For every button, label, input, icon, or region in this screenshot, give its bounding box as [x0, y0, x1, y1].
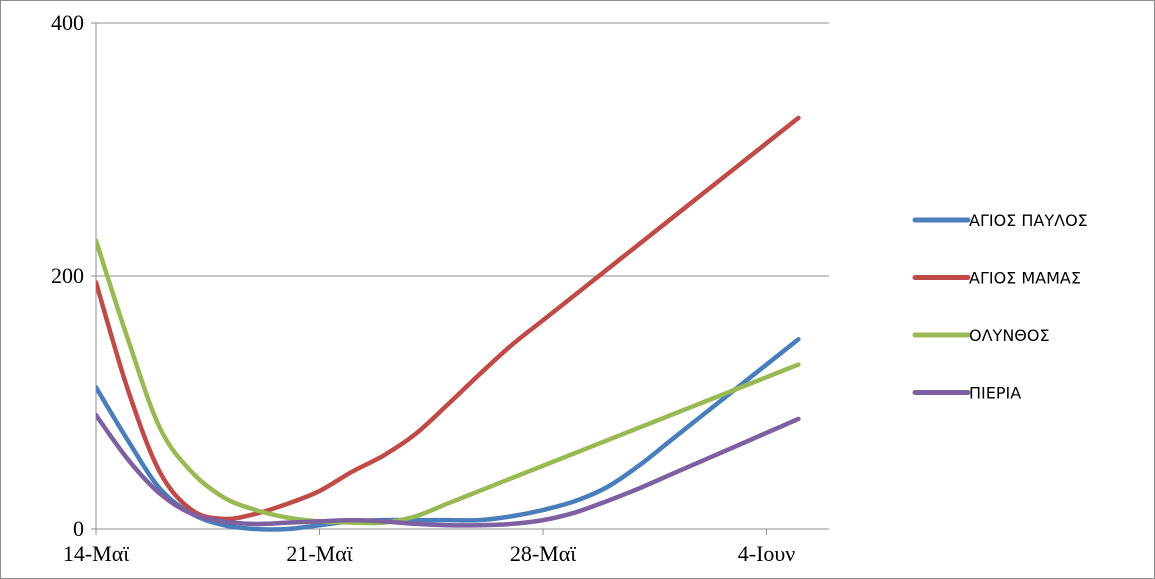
- axes: 0 200 400 14-Μαϊ 21-Μαϊ 28-Μαϊ 4-Ιουν: [51, 10, 829, 566]
- x-tick-label: 4-Ιουν: [738, 541, 796, 566]
- y-tick-label: 400: [51, 10, 84, 35]
- series-lines: [96, 115, 801, 532]
- legend-label: ΑΓΙΟΣ ΜΑΜΑΣ: [969, 269, 1081, 288]
- series-line-4: [96, 412, 801, 528]
- series-line-1: [96, 337, 801, 532]
- x-tick-label: 21-Μαϊ: [286, 541, 352, 566]
- legend-label: ΑΓΙΟΣ ΠΑΥΛΟΣ: [969, 211, 1088, 230]
- y-tick-label: 200: [51, 263, 84, 288]
- x-tick-label: 14-Μαϊ: [63, 541, 129, 566]
- legend: ΑΓΙΟΣ ΠΑΥΛΟΣ ΑΓΙΟΣ ΜΑΜΑΣ ΟΛΥΝΘΟΣ ΠΙΕΡΙΑ: [912, 211, 1088, 403]
- y-tick-label: 0: [73, 516, 84, 541]
- legend-label: ΟΛΥΝΘΟΣ: [969, 326, 1050, 345]
- series-line-2: [96, 115, 801, 522]
- series-line-3: [96, 238, 801, 526]
- legend-label: ΠΙΕΡΙΑ: [969, 384, 1021, 403]
- x-tick-label: 28-Μαϊ: [510, 541, 576, 566]
